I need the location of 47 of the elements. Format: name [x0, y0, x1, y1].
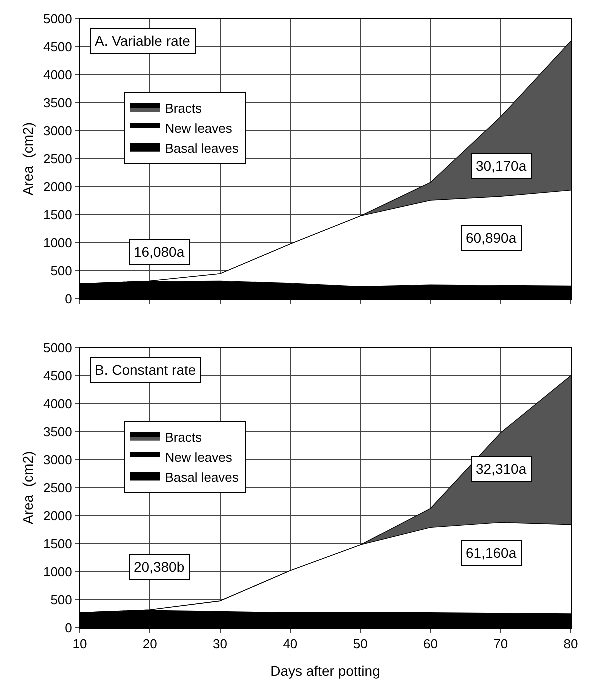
y-tick-label: 5000: [43, 340, 72, 356]
x-tick-label: 80: [564, 636, 578, 652]
legend-label: New leaves: [165, 450, 233, 465]
x-tick-label: 70: [494, 636, 508, 652]
annotation: 32,310a: [476, 461, 527, 477]
x-tick-label: 50: [353, 636, 368, 652]
x-axis-title: Days after potting: [270, 662, 380, 679]
y-tick-label: 3000: [43, 452, 72, 468]
annotation: 30,170a: [476, 158, 527, 174]
y-tick-label: 500: [50, 264, 72, 279]
y-tick-label: 500: [50, 592, 72, 608]
legend-label: Bracts: [165, 101, 203, 116]
y-tick-label: 2500: [43, 480, 72, 496]
y-tick-label: 4000: [43, 396, 72, 412]
x-tick-label: 60: [423, 636, 438, 652]
y-tick-label: 4500: [43, 40, 72, 55]
legend-label: Basal leaves: [165, 140, 240, 156]
y-tick-label: 5000: [43, 12, 72, 27]
annotation: 61,160a: [466, 545, 517, 561]
legend-label: Basal leaves: [165, 470, 240, 485]
y-tick-label: 1500: [43, 208, 72, 223]
y-tick-label: 3500: [43, 424, 72, 440]
x-tick-label: 40: [283, 636, 298, 652]
y-axis-title: Area (cm2): [20, 122, 36, 196]
x-tick-label: 10: [72, 636, 88, 652]
y-tick-label: 0: [65, 292, 72, 307]
y-tick-label: 4000: [43, 68, 72, 83]
y-tick-label: 1000: [43, 564, 72, 580]
y-tick-label: 1000: [43, 236, 72, 251]
y-axis-title: Area (cm2): [20, 451, 36, 524]
y-tick-label: 2000: [43, 508, 72, 524]
text: B. Constant rate: [95, 362, 196, 378]
annotation: 16,080a: [134, 244, 185, 260]
y-tick-label: 1500: [43, 536, 72, 552]
y-tick-label: 2000: [43, 180, 72, 195]
text: A. Variable rate: [95, 33, 191, 49]
x-tick-label: 20: [142, 636, 158, 652]
x-tick-label: 30: [213, 636, 228, 652]
y-tick-label: 0: [65, 620, 72, 636]
y-tick-label: 3000: [43, 124, 72, 139]
annotation: 20,380b: [134, 559, 185, 575]
legend-label: Bracts: [165, 430, 203, 445]
y-tick-label: 4500: [43, 368, 72, 384]
annotation: 60,890a: [466, 230, 517, 246]
legend-label: New leaves: [165, 121, 233, 136]
y-tick-label: 2500: [43, 152, 72, 167]
y-tick-label: 3500: [43, 96, 72, 111]
